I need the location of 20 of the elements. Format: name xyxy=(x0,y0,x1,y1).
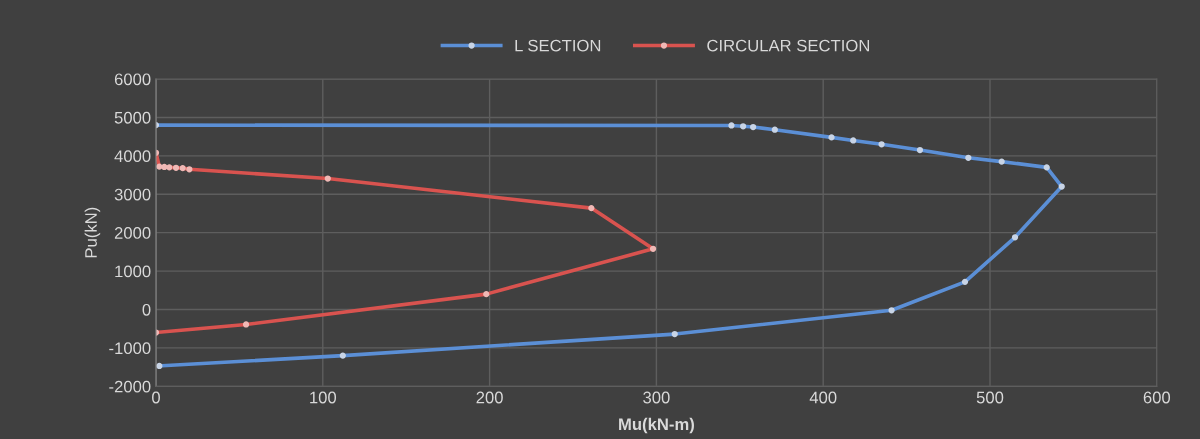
x-tick-label: 500 xyxy=(976,391,1004,404)
x-tick-label: 300 xyxy=(643,391,670,404)
y-tick-label: -2000 xyxy=(109,380,151,393)
y-tick-label: 1000 xyxy=(115,265,151,278)
y-tick-label: 6000 xyxy=(114,73,151,86)
x-tick-label: 200 xyxy=(476,391,503,404)
y-axis-title: Pu(kN) xyxy=(84,207,101,258)
legend-label: L SECTION xyxy=(515,39,601,52)
y-tick-label: -1000 xyxy=(109,342,151,355)
y-tick-label: 5000 xyxy=(114,111,151,124)
x-tick-label: 600 xyxy=(1143,391,1171,404)
x-tick-label: 400 xyxy=(809,391,837,404)
y-tick-label: 3000 xyxy=(114,188,151,201)
y-tick-label: 2000 xyxy=(114,227,151,239)
x-axis-title: Mu(kN-m) xyxy=(619,417,694,434)
y-tick-label: 0 xyxy=(142,303,151,316)
y-tick-label: 4000 xyxy=(114,150,151,163)
x-tick-label: 0 xyxy=(152,391,160,404)
x-tick-label: 100 xyxy=(310,391,337,404)
legend-label: CIRCULAR SECTION xyxy=(707,39,869,52)
